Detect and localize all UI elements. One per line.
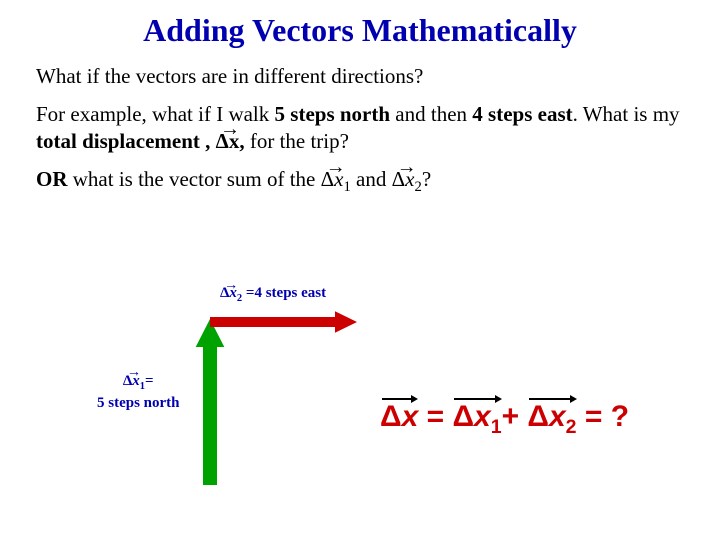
p2-delta: Δ [216, 129, 229, 153]
dx1-vec-label: Δx1 [123, 372, 145, 394]
para-2: For example, what if I walk 5 steps nort… [36, 101, 684, 154]
eq-eq2: = ? [577, 400, 630, 433]
dx2-t: =4 steps east [242, 285, 326, 301]
eq-t3s: 2 [566, 416, 577, 438]
eq-t3d: Δ [527, 400, 549, 433]
dx2-s: 2 [237, 293, 242, 304]
eq-dx1: Δx1 [452, 400, 501, 439]
eq-t1d: Δ [380, 400, 402, 433]
p2-f: total displacement , [36, 129, 216, 153]
p2-g: for the trip? [245, 129, 349, 153]
dx2-vec-label: Δx2 [220, 285, 242, 304]
vector-diagram: Δx2 =4 steps east Δx1= 5 steps north [100, 290, 360, 500]
para-1: What if the vectors are in different dir… [36, 63, 684, 89]
vector-equation: Δx = Δx1+ Δx2 = ? [380, 400, 629, 439]
eq-t1x: x [402, 400, 419, 433]
p3-dx1a: Δ [321, 167, 335, 191]
eq-t2d: Δ [452, 400, 474, 433]
dx2-x: x [229, 285, 237, 301]
p3-b: what is the vector sum of the [68, 167, 321, 191]
p2-c: and then [390, 102, 472, 126]
p2-x: x, [229, 129, 245, 153]
p2-b: 5 steps north [275, 102, 391, 126]
eq-plus: + [502, 400, 528, 433]
p2-e: . What is my [573, 102, 680, 126]
eq-dx: Δx [380, 400, 418, 434]
p3-a: OR [36, 167, 68, 191]
p2-d: 4 steps east [472, 102, 572, 126]
dx1-eq: = [145, 373, 154, 389]
delta-x-vec: Δx, [216, 128, 245, 154]
dx1-x: x [132, 373, 140, 389]
p3-dx2a: Δ [392, 167, 406, 191]
p3-c: and [351, 167, 392, 191]
dx2-d: Δ [220, 285, 229, 301]
dx1-d: Δ [123, 373, 132, 389]
eq-t3x: x [549, 400, 566, 433]
eq-t2s: 1 [491, 416, 502, 438]
para-3: OR what is the vector sum of the Δx1 and… [36, 166, 684, 197]
eq-t2x: x [474, 400, 491, 433]
p3-dx2c: 2 [414, 179, 421, 195]
dx1-s: 1 [140, 381, 145, 392]
dx1-vec: Δx1 [321, 166, 351, 197]
eq-eq1: = [418, 400, 452, 433]
p3-d: ? [422, 167, 431, 191]
dx2-vec: Δx2 [392, 166, 422, 197]
p3-dx1c: 1 [343, 179, 350, 195]
dx2-label: Δx2 =4 steps east [220, 285, 326, 304]
dx1-label: Δx1= 5 steps north [97, 372, 180, 412]
page-title: Adding Vectors Mathematically [36, 12, 684, 49]
dx1-t: 5 steps north [97, 395, 180, 411]
eq-dx2: Δx2 [527, 400, 576, 439]
